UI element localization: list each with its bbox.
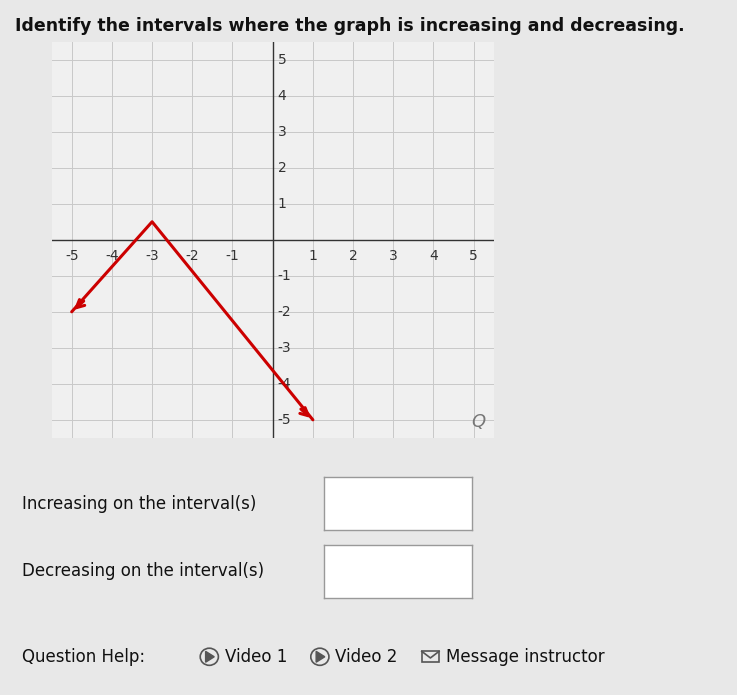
Text: -5: -5 <box>278 413 291 427</box>
Text: 3: 3 <box>278 124 286 139</box>
Text: -4: -4 <box>278 377 291 391</box>
Text: 3: 3 <box>389 249 398 263</box>
Bar <box>422 651 439 662</box>
Text: -3: -3 <box>278 341 291 355</box>
Text: -4: -4 <box>105 249 119 263</box>
Text: -1: -1 <box>226 249 240 263</box>
Text: Video 2: Video 2 <box>335 648 398 666</box>
Text: Increasing on the interval(s): Increasing on the interval(s) <box>22 495 256 513</box>
Text: -3: -3 <box>145 249 159 263</box>
Text: 1: 1 <box>309 249 318 263</box>
Polygon shape <box>206 651 214 662</box>
Text: -5: -5 <box>65 249 79 263</box>
Text: 1: 1 <box>278 197 287 211</box>
Text: -2: -2 <box>278 305 291 319</box>
Text: Decreasing on the interval(s): Decreasing on the interval(s) <box>22 562 265 580</box>
Text: 2: 2 <box>278 161 286 174</box>
Text: Video 1: Video 1 <box>225 648 287 666</box>
Text: -1: -1 <box>278 269 291 283</box>
Text: 4: 4 <box>429 249 438 263</box>
Text: Identify the intervals where the graph is increasing and decreasing.: Identify the intervals where the graph i… <box>15 17 685 35</box>
Text: 5: 5 <box>469 249 478 263</box>
Text: -2: -2 <box>186 249 199 263</box>
Text: 4: 4 <box>278 89 286 103</box>
Text: Question Help:: Question Help: <box>22 648 145 666</box>
Polygon shape <box>316 651 325 662</box>
Text: 5: 5 <box>278 53 286 67</box>
Text: 2: 2 <box>349 249 357 263</box>
Text: Q: Q <box>472 413 486 431</box>
Text: Message instructor: Message instructor <box>446 648 604 666</box>
